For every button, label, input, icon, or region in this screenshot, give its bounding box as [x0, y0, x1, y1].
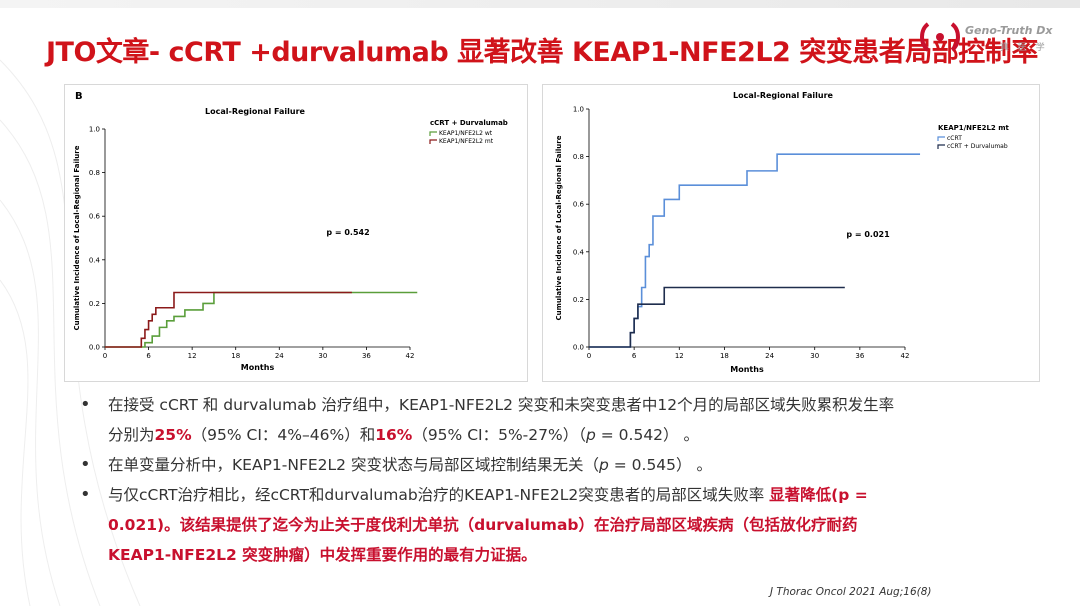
p-value-annotation: p = 0.021: [846, 230, 890, 239]
p-value-annotation: p = 0.542: [326, 228, 369, 237]
y-axis-label: Cumulative Incidence of Local-Regional F…: [555, 135, 563, 320]
bullet-1-post: （95% CI：5%-27%）（: [412, 426, 586, 444]
x-axis-label: Months: [241, 363, 275, 372]
x-tick-label: 36: [855, 352, 864, 360]
y-tick-label: 0.8: [573, 153, 584, 161]
chart-title: Local-Regional Failure: [205, 107, 305, 116]
series-line-2: [105, 291, 352, 348]
legend-entry: KEAP1/NFE2L2 wt: [439, 130, 493, 137]
y-tick-label: 0.8: [89, 169, 100, 177]
legend-title: KEAP1/NFE2L2 mt: [938, 124, 1010, 132]
citation: J Thorac Oncol 2021 Aug;16(8): [770, 586, 932, 598]
top-rule: [0, 0, 1080, 8]
legend-swatch: [937, 144, 945, 149]
bullet-2-pvalue: = 0.545） 。: [608, 456, 712, 474]
legend-title: cCRT + Durvalumab: [430, 119, 508, 127]
legend-swatch: [429, 131, 437, 136]
bullet-1-p-symbol: p: [585, 426, 596, 444]
chart-panel-left: B Local-Regional Failure 0.0 0.2 0.4 0.6 0.8 1.…: [64, 84, 528, 382]
y-tick-label: 0.4: [89, 256, 101, 264]
x-tick-label: 18: [231, 352, 240, 360]
bullet-3-highlight-1: 显著降低(p =: [769, 486, 868, 504]
bullet-3-highlight-3: KEAP1-NFE2L2 突变肿瘤）中发挥重要作用的最有力证据。: [108, 546, 537, 564]
x-tick-label: 42: [406, 352, 415, 360]
legend-entry: cCRT: [947, 135, 962, 142]
x-tick-label: 6: [632, 352, 637, 360]
bullet-1-line-1: 在接受 cCRT 和 durvalumab 治疗组中，KEAP1-NFE2L2 …: [108, 396, 895, 414]
y-tick-label: 1.0: [89, 126, 100, 134]
chart-title: Local-Regional Failure: [733, 91, 833, 100]
legend-swatch: [429, 139, 437, 144]
x-tick-label: 24: [275, 352, 284, 360]
bullet-item-3: • 与仅cCRT治疗相比，经cCRT和durvalumab治疗的KEAP1-NF…: [80, 480, 1040, 570]
x-tick-label: 12: [188, 352, 197, 360]
y-tick-label: 0.0: [573, 344, 584, 352]
bullet-2-prefix: 在单变量分析中，KEAP1-NFE2L2 突变状态与局部区域控制结果无关（: [108, 456, 599, 474]
legend-swatch: [937, 136, 945, 141]
bullet-1-pvalue: = 0.542） 。: [595, 426, 699, 444]
y-tick-label: 0.2: [573, 296, 584, 304]
bullet-1-mid: （95% CI：4%–46%）和: [191, 426, 376, 444]
company-logo-icon: [920, 22, 960, 52]
x-tick-label: 30: [318, 352, 327, 360]
y-tick-label: 0.4: [573, 248, 585, 256]
slide-title: JTO文章- cCRT +durvalumab 显著改善 KEAP1-NFE2L…: [46, 37, 1038, 68]
y-tick-label: 0.6: [573, 201, 585, 209]
y-tick-label: 1.0: [573, 106, 584, 114]
y-tick-label: 0.2: [89, 300, 100, 308]
bullet-item-2: • 在单变量分析中，KEAP1-NFE2L2 突变状态与局部区域控制结果无关（p…: [80, 450, 1040, 480]
wt-incidence-value: 16%: [375, 426, 413, 444]
x-tick-label: 42: [901, 352, 910, 360]
y-axis-label: Cumulative Incidence of Local-Regional F…: [73, 145, 81, 330]
bullet-1-prefix: 分别为: [108, 426, 155, 444]
x-axis-label: Months: [730, 365, 764, 374]
right-chart-svg: Local-Regional Failure 0.0 0.2 0.4 0.6 0.8 1.0…: [555, 91, 1010, 374]
bullet-3-highlight-2: 0.021)。该结果提供了迄今为止关于度伐利尤单抗（durvalumab）在治疗…: [108, 516, 858, 534]
bullet-list: • 在接受 cCRT 和 durvalumab 治疗组中，KEAP1-NFE2L…: [80, 390, 1040, 570]
series-line-1: [105, 291, 418, 348]
x-tick-label: 30: [810, 352, 819, 360]
bullet-2-p-symbol: p: [598, 456, 609, 474]
x-tick-label: 18: [720, 352, 729, 360]
x-tick-label: 36: [362, 352, 371, 360]
series-line-2: [589, 286, 845, 348]
left-chart-svg: B Local-Regional Failure 0.0 0.2 0.4 0.6 0.8 1.…: [73, 91, 508, 372]
x-tick-label: 6: [146, 352, 151, 360]
logo-subtext: 真 医 学: [1000, 43, 1048, 53]
x-tick-label: 12: [675, 352, 684, 360]
mt-incidence-value: 25%: [154, 426, 192, 444]
legend-entry: cCRT + Durvalumab: [947, 143, 1008, 150]
x-tick-label: 24: [765, 352, 774, 360]
x-tick-label: 0: [103, 352, 107, 360]
legend-entry: KEAP1/NFE2L2 mt: [439, 138, 494, 145]
x-tick-label: 0: [587, 352, 591, 360]
bullet-dot-icon: •: [80, 454, 91, 475]
bullet-dot-icon: •: [80, 484, 91, 505]
bullet-3-prefix: 与仅cCRT治疗相比，经cCRT和durvalumab治疗的KEAP1-NFE2…: [108, 486, 770, 504]
logo-text: Geno-Truth Dx: [965, 24, 1053, 37]
y-tick-label: 0.0: [89, 344, 100, 352]
bullet-dot-icon: •: [80, 394, 91, 415]
bullet-item-1: • 在接受 cCRT 和 durvalumab 治疗组中，KEAP1-NFE2L…: [80, 390, 1040, 450]
y-tick-label: 0.6: [89, 213, 101, 221]
panel-label: B: [75, 91, 83, 102]
chart-panel-right: Local-Regional Failure 0.0 0.2 0.4 0.6 0.8 1.0…: [542, 84, 1040, 382]
